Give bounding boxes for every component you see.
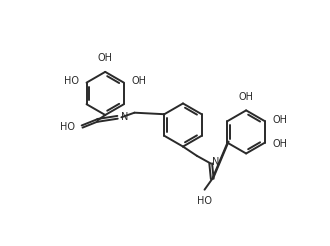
Text: N: N [212, 157, 220, 167]
Text: OH: OH [239, 92, 254, 102]
Text: N: N [121, 112, 129, 122]
Text: OH: OH [98, 53, 113, 63]
Text: OH: OH [132, 76, 147, 86]
Text: HO: HO [197, 196, 212, 206]
Text: OH: OH [273, 139, 287, 149]
Text: OH: OH [273, 115, 287, 125]
Text: HO: HO [64, 76, 79, 86]
Text: HO: HO [60, 122, 75, 132]
